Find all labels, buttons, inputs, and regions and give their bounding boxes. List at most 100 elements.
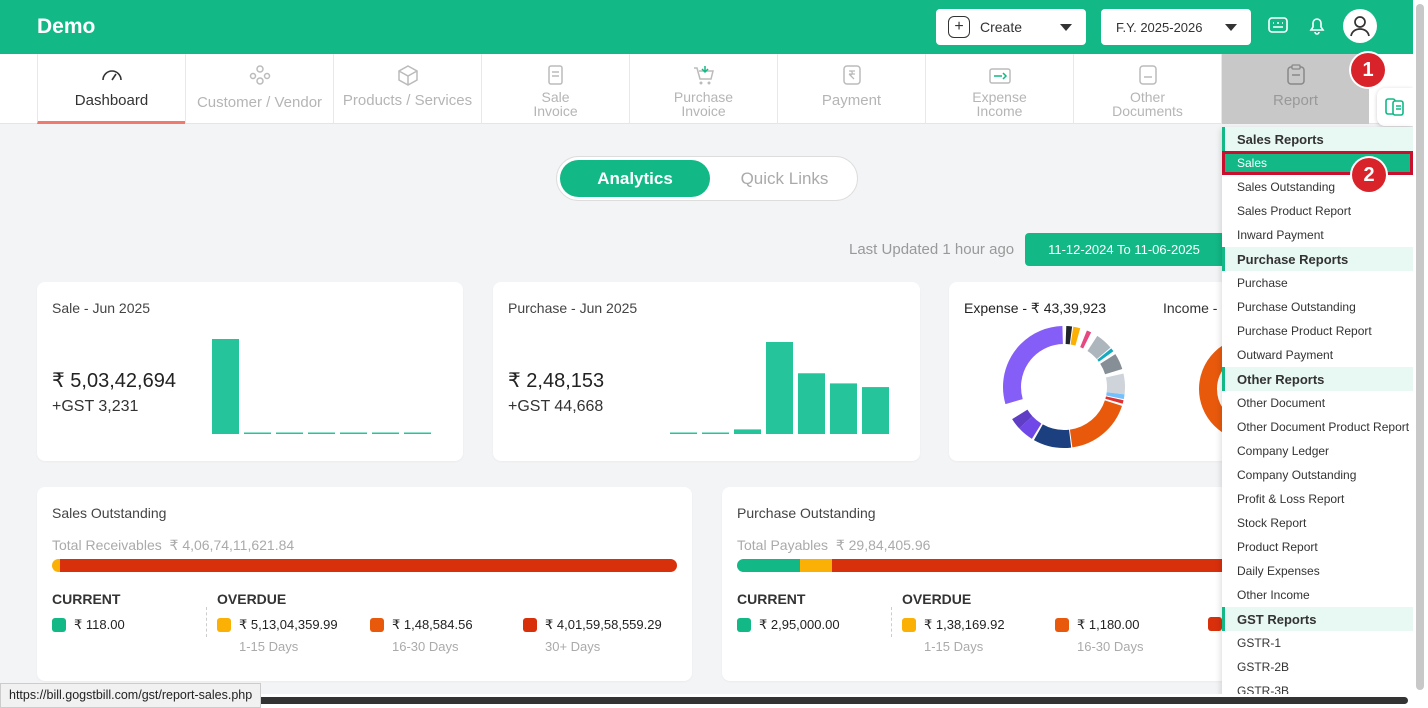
- box-icon: [397, 65, 418, 86]
- current-swatch: [737, 618, 751, 632]
- documents-icon: [1385, 98, 1404, 116]
- quick-panel-button[interactable]: [1377, 88, 1413, 126]
- menu-item-stock-report[interactable]: Stock Report: [1237, 516, 1307, 530]
- current-label: CURRENT: [737, 591, 806, 607]
- overdue-16-30: ₹ 1,48,584.56: [370, 617, 473, 633]
- overdue-30-plus: [1208, 617, 1230, 631]
- nav-sale-invoice-line2: Invoice: [533, 103, 578, 119]
- fiscal-year-select[interactable]: F.Y. 2025-2026: [1101, 9, 1251, 45]
- cart-icon: [693, 66, 714, 85]
- current-amount-value: ₹ 2,95,000.00: [759, 617, 840, 632]
- sale-gst: +GST 3,231: [52, 398, 139, 415]
- create-button[interactable]: + Create: [936, 9, 1086, 45]
- scrollbar-thumb[interactable]: [1416, 4, 1424, 690]
- expense-donut-chart: [1003, 326, 1125, 448]
- vertical-scrollbar[interactable]: [1413, 0, 1428, 708]
- purchase-card: Purchase - Jun 2025 ₹ 2,48,153 +GST 44,6…: [493, 282, 920, 461]
- tab-analytics[interactable]: Analytics: [560, 160, 710, 197]
- nav-sale-invoice[interactable]: Sale Invoice: [481, 54, 629, 124]
- current-label: CURRENT: [52, 591, 121, 607]
- overdue-2-days: 16-30 Days: [1077, 639, 1144, 654]
- nav-dashboard-label: Dashboard: [74, 92, 149, 109]
- menu-item-product-report[interactable]: Product Report: [1237, 540, 1318, 554]
- last-updated-text: Last Updated 1 hour ago: [849, 241, 1015, 258]
- create-label: Create: [980, 19, 1023, 35]
- overdue-30-plus: ₹ 4,01,59,58,559.29: [523, 617, 662, 633]
- nav-expense-income-line1: Expense: [972, 89, 1027, 105]
- nav-other-documents[interactable]: Other Documents: [1073, 54, 1221, 124]
- menu-item-gstr-2b[interactable]: GSTR-2B: [1237, 660, 1290, 674]
- total-receivables-value: ₹ 4,06,74,11,621.84: [169, 537, 295, 553]
- nav-sale-invoice-line1: Sale: [541, 89, 570, 105]
- nav-products-services[interactable]: Products / Services: [333, 54, 481, 124]
- nav-purchase-invoice[interactable]: Purchase Invoice: [629, 54, 777, 124]
- chart-bar: [212, 339, 239, 434]
- income-donut-chart: [1199, 345, 1223, 433]
- menu-item-sales-product-report[interactable]: Sales Product Report: [1237, 204, 1352, 218]
- overdue-2-swatch: [370, 618, 384, 632]
- menu-item-other-income[interactable]: Other Income: [1237, 588, 1310, 602]
- total-receivables-label: Total Receivables: [52, 537, 162, 553]
- nav-customer-vendor[interactable]: Customer / Vendor: [185, 54, 333, 124]
- menu-item-other-document-product-report[interactable]: Other Document Product Report: [1237, 420, 1410, 434]
- wallet-icon: [988, 68, 1011, 84]
- step-marker-1: 1: [1351, 53, 1385, 87]
- keyboard-icon[interactable]: [1267, 14, 1289, 36]
- overdue-1-days: 1-15 Days: [924, 639, 984, 654]
- progress-segment: [800, 559, 832, 572]
- menu-item-daily-expenses[interactable]: Daily Expenses: [1237, 564, 1320, 578]
- menu-item-company-ledger[interactable]: Company Ledger: [1237, 444, 1330, 458]
- menu-item-inward-payment[interactable]: Inward Payment: [1237, 228, 1324, 242]
- rupee-doc-icon: [842, 65, 861, 85]
- overdue-1-value: ₹ 5,13,04,359.99: [239, 617, 338, 632]
- main-nav: Dashboard Customer / Vendor Products / S…: [0, 54, 1413, 124]
- progress-segment: [59, 559, 677, 572]
- total-receivables: Total Receivables ₹ 4,06,74,11,621.84: [52, 537, 294, 554]
- overdue-3-value: ₹ 4,01,59,58,559.29: [545, 617, 662, 632]
- scrollbar-thumb[interactable]: [2, 697, 1408, 704]
- chart-bar: [244, 432, 271, 434]
- plus-icon: +: [948, 16, 970, 38]
- menu-item-other-document[interactable]: Other Document: [1237, 396, 1326, 410]
- gauge-icon: [101, 70, 122, 81]
- brand-title[interactable]: Demo: [37, 15, 96, 38]
- nav-other-documents-line1: Other: [1129, 89, 1165, 105]
- tab-quick-links[interactable]: Quick Links: [740, 168, 829, 188]
- chevron-down-icon: [1060, 24, 1072, 31]
- bell-icon[interactable]: [1306, 14, 1328, 36]
- nav-expense-income[interactable]: Expense Income: [925, 54, 1073, 124]
- overdue-label: OVERDUE: [902, 591, 972, 607]
- top-bar: Demo + Create F.Y. 2025-2026: [0, 0, 1413, 54]
- purchase-gst: +GST 44,668: [508, 398, 604, 415]
- chevron-down-icon: [1225, 24, 1237, 31]
- overdue-16-30: ₹ 1,180.00: [1055, 617, 1140, 633]
- menu-item-purchase-outstanding[interactable]: Purchase Outstanding: [1237, 300, 1356, 314]
- overdue-2-days: 16-30 Days: [392, 639, 459, 654]
- receivables-progress-bar: [52, 559, 677, 572]
- chart-bar: [862, 387, 889, 434]
- nav-payment[interactable]: Payment: [777, 54, 925, 124]
- user-icon: [1350, 16, 1370, 37]
- total-payables-value: ₹ 29,84,405.96: [835, 537, 931, 553]
- overdue-3-days: 30+ Days: [545, 639, 601, 654]
- date-range-button[interactable]: 11-12-2024 To 11-06-2025: [1025, 233, 1223, 266]
- total-payables-label: Total Payables: [737, 537, 829, 553]
- user-avatar[interactable]: [1343, 9, 1377, 43]
- nav-report[interactable]: Report: [1221, 54, 1369, 124]
- donut-segment: [1003, 326, 1125, 448]
- purchase-outstanding-title: Purchase Outstanding: [737, 505, 876, 521]
- invoice-icon: [547, 65, 563, 85]
- view-toggle: Analytics Quick Links: [556, 156, 858, 201]
- horizontal-scrollbar[interactable]: [0, 694, 1413, 708]
- menu-item-sales-outstanding[interactable]: Sales Outstanding: [1237, 180, 1336, 194]
- menu-item-outward-payment[interactable]: Outward Payment: [1237, 348, 1334, 362]
- menu-item-purchase-product-report[interactable]: Purchase Product Report: [1237, 324, 1372, 338]
- nav-dashboard[interactable]: Dashboard: [37, 54, 185, 124]
- menu-item-profit-loss-report[interactable]: Profit & Loss Report: [1237, 492, 1345, 506]
- menu-item-gstr-1[interactable]: GSTR-1: [1237, 636, 1282, 650]
- menu-item-company-outstanding[interactable]: Company Outstanding: [1237, 468, 1357, 482]
- menu-item-purchase[interactable]: Purchase: [1237, 276, 1288, 290]
- chart-bar: [830, 383, 857, 434]
- overdue-1-swatch: [217, 618, 231, 632]
- sales-outstanding-title: Sales Outstanding: [52, 505, 167, 521]
